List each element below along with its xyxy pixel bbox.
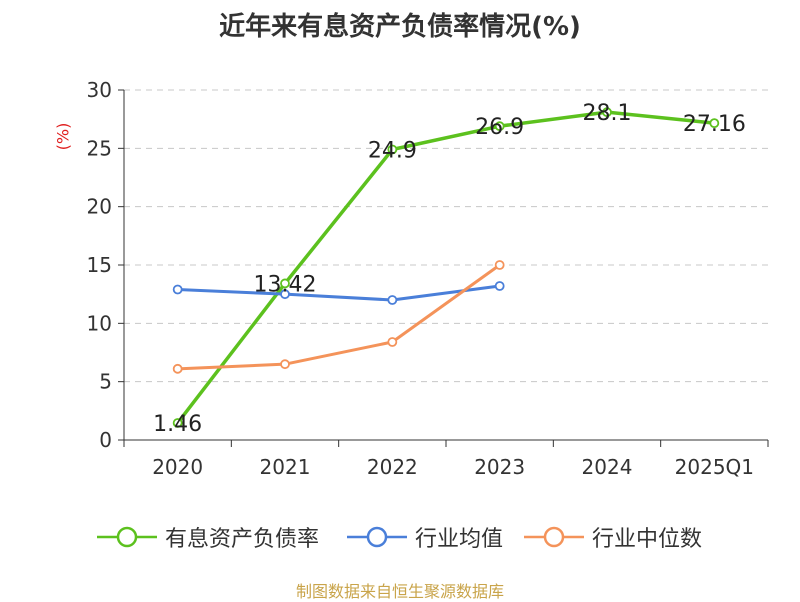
data-label: 27.16: [683, 112, 746, 137]
x-tick-label: 2023: [474, 455, 525, 479]
chart-title: 近年来有息资产负债率情况(%): [219, 12, 581, 42]
data-point: [280, 278, 290, 289]
x-tick-label: 2020: [152, 455, 203, 479]
data-point: [172, 363, 183, 374]
legend: 有息资产负债率 行业均值 行业中位数: [0, 522, 800, 552]
data-point: [387, 337, 398, 347]
source-note: 制图数据来自恒生聚源数据库: [295, 582, 504, 601]
series-line: [177, 284, 500, 302]
data-label: 28.1: [583, 101, 632, 126]
legend-label: 行业中位数: [592, 527, 703, 552]
legend-marker-blue: [347, 526, 407, 548]
data-point: [172, 418, 183, 428]
data-point: [387, 295, 398, 305]
x-tick-label: 2022: [367, 455, 418, 479]
data-point: [494, 121, 505, 132]
data-label: 24.9: [368, 139, 417, 164]
y-tick-label: 25: [87, 136, 112, 160]
grid-lines: [124, 89, 768, 383]
y-tick-label: 5: [99, 370, 112, 394]
y-tick-label: 20: [87, 195, 112, 219]
axes: 0 5 10 15 20 25 30 2020 2021 2022 2023 2024 2025Q1: [87, 78, 769, 479]
series-line: [176, 110, 715, 425]
data-point: [709, 118, 720, 129]
y-tick-label: 10: [87, 311, 112, 335]
legend-label: 行业均值: [415, 527, 504, 552]
y-tick-label: 30: [87, 78, 112, 102]
data-label: 26.9: [475, 115, 524, 140]
y-tick-label: 0: [99, 428, 112, 452]
legend-marker-orange: [524, 526, 584, 548]
y-tick-label: 15: [87, 253, 112, 277]
legend-item-industry-median[interactable]: 行业中位数: [524, 522, 702, 552]
x-tick-label: 2021: [260, 455, 311, 479]
legend-label: 有息资产负债率: [165, 527, 320, 552]
series-lines: [172, 107, 720, 428]
x-tick-label: 2025Q1: [675, 455, 754, 479]
data-labels: 1.46 13.42 24.9 26.9 28.1 27.16: [153, 101, 746, 437]
data-point: [602, 107, 612, 118]
data-point: [280, 359, 290, 370]
legend-item-industry-average[interactable]: 行业均值: [347, 522, 503, 552]
legend-item-interest-bearing-debt-ratio[interactable]: 有息资产负债率: [97, 522, 319, 552]
data-point: [494, 260, 505, 270]
data-point: [387, 144, 398, 155]
legend-marker-green: [97, 526, 157, 548]
data-point: [172, 284, 183, 295]
data-point: [280, 289, 290, 300]
series-line: [177, 263, 501, 371]
data-label: 1.46: [153, 412, 202, 437]
data-point: [494, 281, 505, 291]
data-label: 13.42: [254, 272, 317, 297]
x-tick-label: 2024: [582, 455, 633, 479]
